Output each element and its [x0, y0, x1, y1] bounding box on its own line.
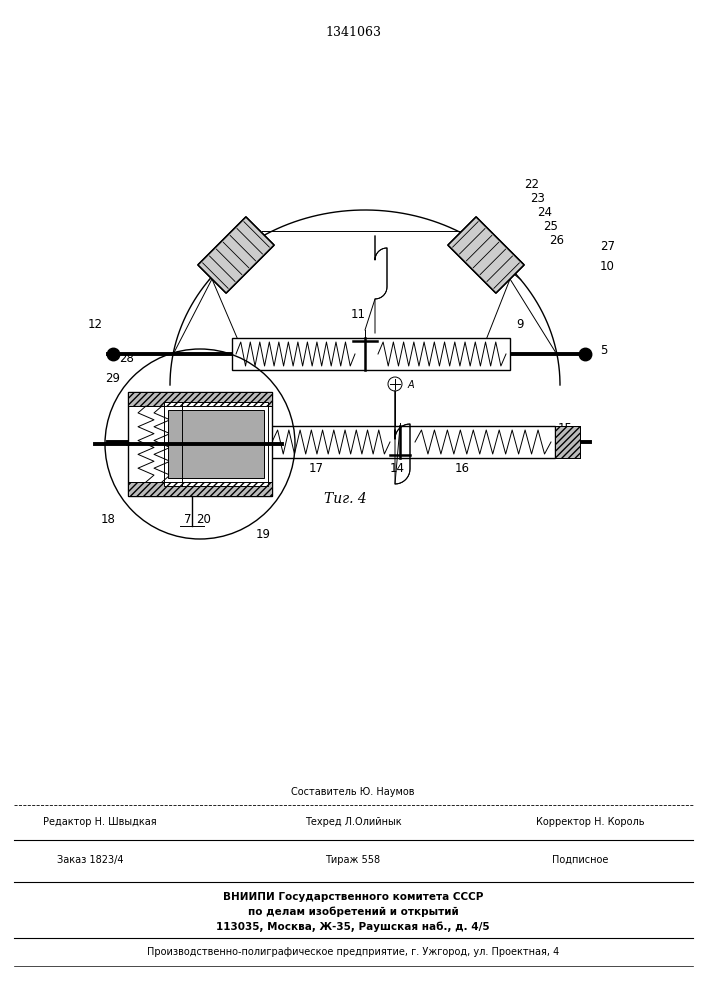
Text: 14: 14: [390, 462, 404, 475]
Text: 7: 7: [185, 513, 192, 526]
Text: 19: 19: [255, 528, 271, 541]
Text: 28: 28: [119, 352, 134, 365]
Text: 18: 18: [100, 513, 115, 526]
Text: Производственно-полиграфическое предприятие, г. Ужгород, ул. Проектная, 4: Производственно-полиграфическое предприя…: [147, 947, 559, 957]
Text: 22: 22: [524, 178, 539, 191]
Text: Корректор Н. Король: Корректор Н. Король: [536, 817, 644, 827]
Text: 11: 11: [351, 308, 366, 321]
Bar: [128, 392, 272, 496]
Text: Подписное: Подписное: [551, 855, 608, 865]
Bar: [246, 426, 268, 458]
Bar: [128, 482, 272, 496]
Text: A: A: [408, 380, 414, 390]
Text: 27: 27: [600, 240, 615, 253]
Text: 12: 12: [88, 318, 103, 331]
Bar: [555, 426, 580, 458]
Bar: [268, 426, 555, 458]
Text: 20: 20: [197, 513, 211, 526]
Bar: [168, 410, 264, 478]
Bar: [232, 338, 510, 370]
Text: Заказ 1823/4: Заказ 1823/4: [57, 855, 123, 865]
Text: 10: 10: [600, 260, 615, 273]
Text: 9: 9: [516, 318, 523, 331]
Polygon shape: [198, 217, 274, 293]
Bar: [164, 402, 268, 486]
Text: 16: 16: [455, 462, 469, 475]
Text: ВНИИПИ Государственного комитета СССР: ВНИИПИ Государственного комитета СССР: [223, 892, 483, 902]
Text: 23: 23: [530, 192, 545, 205]
Text: Тираж 558: Тираж 558: [325, 855, 380, 865]
Text: 25: 25: [543, 220, 558, 233]
Text: 29: 29: [105, 372, 120, 385]
Text: 1341063: 1341063: [325, 25, 381, 38]
Bar: [128, 482, 272, 496]
Text: 17: 17: [308, 462, 324, 475]
Polygon shape: [448, 217, 524, 293]
Text: 15: 15: [558, 422, 573, 435]
Text: Редактор Н. Швыдкая: Редактор Н. Швыдкая: [43, 817, 157, 827]
Text: Τиг. 4: Τиг. 4: [324, 492, 366, 506]
Text: 113035, Москва, Ж-35, Раушская наб., д. 4/5: 113035, Москва, Ж-35, Раушская наб., д. …: [216, 922, 490, 932]
Bar: [128, 392, 272, 406]
Text: по делам изобретений и открытий: по делам изобретений и открытий: [247, 907, 458, 917]
Text: 26: 26: [549, 234, 564, 247]
Bar: [128, 392, 272, 406]
Bar: [555, 426, 580, 458]
Text: 5: 5: [600, 344, 607, 357]
Bar: [246, 426, 268, 458]
Text: Составитель Ю. Наумов: Составитель Ю. Наумов: [291, 787, 415, 797]
Text: 24: 24: [537, 206, 552, 219]
Text: Техред Л.Олийнык: Техред Л.Олийнык: [305, 817, 402, 827]
Text: A: A: [136, 409, 144, 419]
